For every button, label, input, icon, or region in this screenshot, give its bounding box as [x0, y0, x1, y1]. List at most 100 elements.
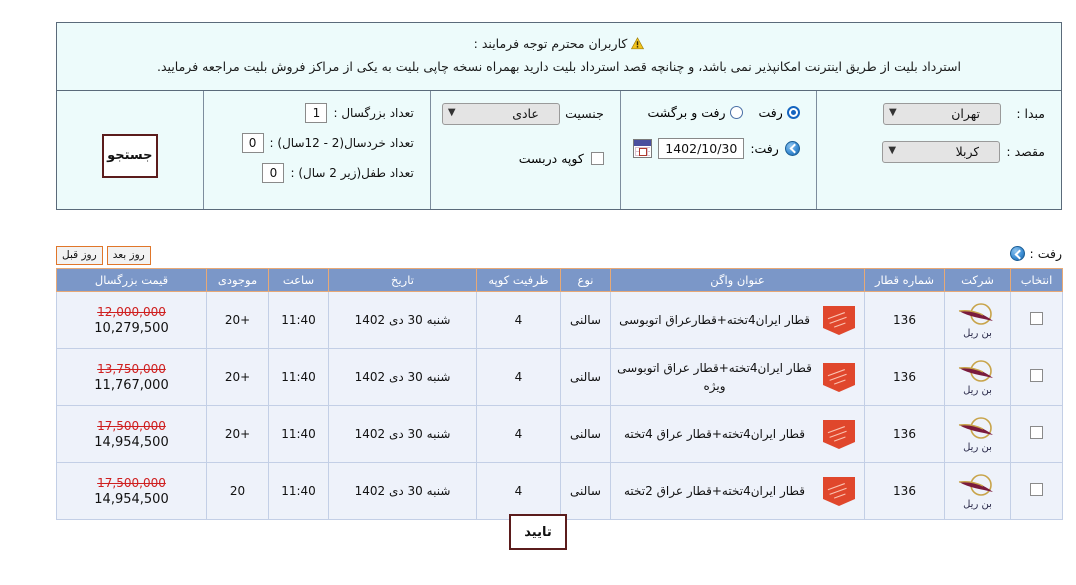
row-company-cell: بن ریل: [944, 348, 1011, 406]
private-compartment-row: کوپه دربست: [447, 151, 604, 166]
infant-count-row: تعداد طفل(زیر 2 سال) :: [220, 162, 414, 183]
depart-date-label: رفت:: [750, 140, 779, 156]
header-availability: موجودی: [206, 268, 269, 292]
child-count-label: تعداد خردسال(2 - 12سال) :: [269, 135, 414, 150]
row-price-cell: 13,750,000 11,767,000: [56, 348, 207, 406]
origin-select[interactable]: تهران: [883, 102, 1001, 125]
destination-row: مقصد : کربلا ▼: [833, 140, 1045, 163]
row-price-original: 12,000,000: [97, 304, 166, 319]
next-day-button[interactable]: روز بعد: [106, 246, 151, 265]
row-wagon-title: قطار ایران4تخته+قطار عراق 2تخته: [624, 484, 805, 498]
gender-select[interactable]: عادی: [441, 102, 560, 125]
confirm-button[interactable]: تایید: [509, 514, 567, 550]
search-button-wrap: جستجو: [73, 103, 187, 209]
destination-select[interactable]: کربلا: [882, 140, 1001, 163]
gender-label: جنسیت :: [556, 106, 604, 121]
warning-icon: [631, 35, 645, 56]
notice-line-1: کاربران محترم توجه فرمایند :: [71, 33, 1047, 56]
special-offer-badge-icon: [821, 304, 857, 337]
special-offer-badge-icon: [821, 361, 857, 394]
row-company-name: بن ریل: [963, 327, 992, 339]
row-select-checkbox[interactable]: [1030, 426, 1043, 439]
row-capacity: 4: [476, 405, 561, 463]
special-offer-badge-icon: [821, 418, 857, 451]
trip-type-radios: رفت رفت و برگشت: [637, 105, 800, 120]
adult-count-input[interactable]: [305, 102, 328, 123]
infant-count-input[interactable]: [262, 162, 285, 183]
header-wagon: عنوان واگن: [610, 268, 865, 292]
row-type: سالنی: [560, 348, 611, 406]
row-train-no: 136: [864, 291, 945, 349]
origin-label: مبدا :: [1016, 106, 1045, 121]
origin-destination-group: مبدا : تهران ▼ مقصد : کربلا ▼: [815, 90, 1061, 209]
adult-count-label: تعداد بزرگسال :: [333, 105, 414, 120]
row-capacity: 4: [476, 462, 561, 520]
row-train-no: 136: [864, 462, 945, 520]
search-button-cell: جستجو: [57, 91, 203, 209]
row-price-cell: 12,000,000 10,279,500: [56, 291, 207, 349]
prev-day-button[interactable]: روز قبل: [56, 246, 103, 265]
special-offer-badge-icon: [821, 475, 857, 508]
row-date: شنبه 30 دی 1402: [328, 348, 477, 406]
row-select-cell[interactable]: [1010, 291, 1063, 349]
row-date: شنبه 30 دی 1402: [328, 405, 477, 463]
row-price-discounted: 11,767,000: [94, 377, 169, 393]
row-capacity: 4: [476, 348, 561, 406]
row-select-cell[interactable]: [1010, 405, 1063, 463]
back-arrow-icon: [784, 140, 800, 156]
header-date: تاریخ: [328, 268, 477, 292]
roundtrip-radio[interactable]: [729, 105, 743, 119]
private-compartment-checkbox[interactable]: [590, 151, 604, 165]
gender-select-wrap: عادی ▼: [441, 102, 560, 125]
results-table-body: بن ریل 136 قطار ایران4تخته+قطارعراق اتوبوس…: [56, 291, 1063, 520]
search-criteria: مبدا : تهران ▼ مقصد : کربلا ▼: [57, 90, 1061, 209]
company-logo-icon: [957, 473, 999, 499]
row-time: 11:40: [268, 405, 329, 463]
calendar-header-bar: [634, 139, 652, 146]
result-bar: رفت : روز بعد روز قبل: [56, 246, 1062, 270]
row-select-checkbox[interactable]: [1030, 483, 1043, 496]
row-availability: 20: [206, 462, 269, 520]
company-logo-icon: [957, 416, 999, 442]
direction-label: رفت :: [1029, 246, 1062, 261]
row-price-original: 17,500,000: [97, 475, 166, 490]
origin-row: مبدا : تهران ▼: [833, 102, 1045, 125]
trip-date-group: رفت رفت و برگشت رفت:: [619, 90, 816, 209]
notice-banner: کاربران محترم توجه فرمایند : استرداد بلی…: [57, 23, 1061, 91]
day-nav-buttons: روز بعد روز قبل: [56, 246, 151, 265]
table-row: بن ریل 136 قطار ایران4تخته+قطار عراق 2تخته…: [56, 462, 1063, 520]
row-date: شنبه 30 دی 1402: [328, 291, 477, 349]
table-row: بن ریل 136 قطار ایران4تخته+قطارعراق اتوبوس…: [56, 291, 1063, 349]
calendar-icon[interactable]: [633, 138, 653, 158]
direction-indicator: رفت :: [1009, 246, 1062, 261]
confirm-button-wrap: تایید: [0, 514, 1076, 550]
row-company-name: بن ریل: [963, 384, 992, 396]
row-select-checkbox[interactable]: [1030, 312, 1043, 325]
infant-count-label: تعداد طفل(زیر 2 سال) :: [290, 165, 414, 180]
row-price-cell: 17,500,000 14,954,500: [56, 462, 207, 520]
row-price-discounted: 14,954,500: [94, 434, 169, 450]
depart-date-row: رفت:: [633, 137, 800, 159]
row-availability: +20: [206, 348, 269, 406]
row-company-cell: بن ریل: [944, 462, 1011, 520]
depart-date-input[interactable]: [658, 137, 745, 159]
row-wagon-cell: قطار ایران4تخته+قطار عراق 4تخته: [610, 405, 865, 463]
row-price-original: 13,750,000: [97, 361, 166, 376]
destination-select-wrap: کربلا ▼: [882, 140, 1001, 163]
header-train-no: شماره قطار: [864, 268, 945, 292]
gender-row: جنسیت : عادی ▼: [441, 102, 604, 125]
results-table: انتخاب شرکت شماره قطار عنوان واگن نوع ظر…: [56, 268, 1063, 520]
row-wagon-cell: قطار ایران4تخته+قطارعراق اتوبوسی: [610, 291, 865, 349]
oneway-radio[interactable]: [786, 105, 800, 119]
row-select-checkbox[interactable]: [1030, 369, 1043, 382]
child-count-input[interactable]: [241, 132, 264, 153]
row-type: سالنی: [560, 405, 611, 463]
header-price: قیمت بزرگسال: [56, 268, 207, 292]
row-select-cell[interactable]: [1010, 348, 1063, 406]
row-capacity: 4: [476, 291, 561, 349]
row-wagon-title: قطار ایران4تخته+قطار عراق 4تخته: [624, 427, 805, 441]
search-button[interactable]: جستجو: [101, 133, 158, 178]
row-wagon-cell: قطار ایران4تخته+قطار عراق اتوبوسی ویژه: [610, 348, 865, 406]
row-select-cell[interactable]: [1010, 462, 1063, 520]
